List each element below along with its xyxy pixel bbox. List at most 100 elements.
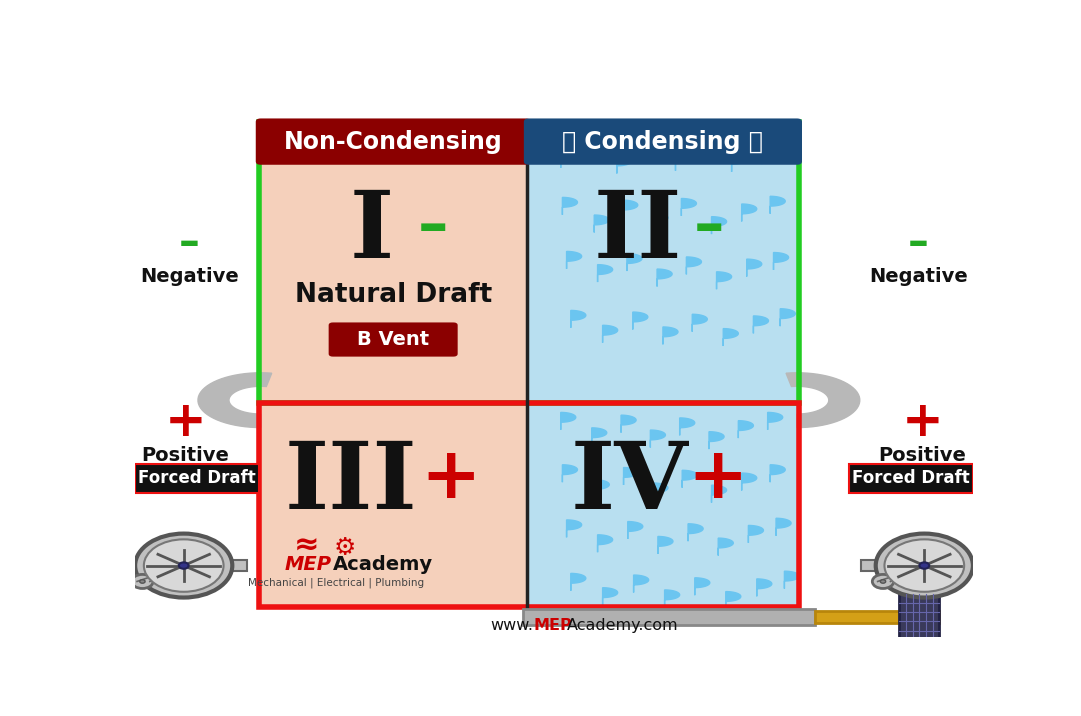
Text: Mechanical | Electrical | Plumbing: Mechanical | Electrical | Plumbing xyxy=(249,578,424,589)
Polygon shape xyxy=(703,137,718,154)
Polygon shape xyxy=(566,520,582,537)
Polygon shape xyxy=(785,571,800,589)
Polygon shape xyxy=(747,259,762,276)
Polygon shape xyxy=(561,412,576,430)
Text: Natural Draft: Natural Draft xyxy=(294,282,492,309)
Text: 💧 Condensing 💧: 💧 Condensing 💧 xyxy=(562,130,763,154)
Polygon shape xyxy=(624,468,639,485)
Bar xyxy=(259,122,528,403)
Polygon shape xyxy=(757,579,772,596)
Circle shape xyxy=(178,562,188,569)
Text: MEP: MEP xyxy=(285,555,332,574)
Polygon shape xyxy=(617,156,632,173)
Polygon shape xyxy=(725,591,740,609)
Polygon shape xyxy=(663,327,678,344)
Bar xyxy=(259,403,528,607)
Polygon shape xyxy=(680,418,695,435)
Polygon shape xyxy=(623,200,638,218)
Polygon shape xyxy=(653,483,668,500)
Polygon shape xyxy=(692,314,707,332)
Text: III: III xyxy=(285,438,417,528)
Text: –: – xyxy=(179,222,200,264)
FancyBboxPatch shape xyxy=(256,118,531,165)
Circle shape xyxy=(876,533,973,598)
Text: ≈: ≈ xyxy=(294,532,320,561)
Text: MEP: MEP xyxy=(533,618,572,633)
Circle shape xyxy=(880,580,885,584)
Text: –: – xyxy=(418,198,449,257)
Polygon shape xyxy=(768,412,783,430)
Polygon shape xyxy=(930,664,943,679)
Text: –: – xyxy=(694,198,724,257)
Polygon shape xyxy=(682,470,697,488)
Bar xyxy=(528,403,799,607)
Polygon shape xyxy=(718,538,733,556)
Polygon shape xyxy=(620,415,636,432)
Polygon shape xyxy=(762,147,777,164)
Circle shape xyxy=(132,574,154,589)
FancyBboxPatch shape xyxy=(329,322,457,357)
Polygon shape xyxy=(753,316,769,334)
Polygon shape xyxy=(780,309,796,326)
Polygon shape xyxy=(628,521,643,539)
Polygon shape xyxy=(748,526,763,543)
Polygon shape xyxy=(770,465,785,482)
Polygon shape xyxy=(602,588,617,605)
Polygon shape xyxy=(198,373,271,427)
Text: –: – xyxy=(908,222,929,264)
Polygon shape xyxy=(723,329,738,346)
Polygon shape xyxy=(711,485,726,503)
Polygon shape xyxy=(676,153,691,170)
Text: +: + xyxy=(688,444,748,513)
Polygon shape xyxy=(686,257,702,274)
Polygon shape xyxy=(562,198,577,215)
Text: ⚙: ⚙ xyxy=(333,536,356,560)
Polygon shape xyxy=(658,536,673,554)
Text: Positive: Positive xyxy=(879,446,966,465)
Text: +: + xyxy=(419,444,480,513)
Polygon shape xyxy=(681,198,696,216)
Polygon shape xyxy=(632,312,648,329)
Polygon shape xyxy=(653,213,668,231)
Text: www.: www. xyxy=(490,618,533,633)
FancyBboxPatch shape xyxy=(524,118,802,165)
Circle shape xyxy=(920,562,930,569)
Polygon shape xyxy=(598,535,613,552)
Polygon shape xyxy=(695,578,710,595)
Text: B Vent: B Vent xyxy=(357,330,429,349)
Polygon shape xyxy=(633,575,649,592)
Polygon shape xyxy=(717,272,732,289)
Polygon shape xyxy=(602,325,617,343)
Bar xyxy=(135,464,259,493)
Bar xyxy=(523,609,815,624)
Bar xyxy=(528,122,799,403)
Polygon shape xyxy=(646,140,662,157)
Polygon shape xyxy=(742,204,757,221)
Bar xyxy=(862,561,880,571)
Bar xyxy=(228,561,246,571)
Text: Negative: Negative xyxy=(141,266,239,286)
Polygon shape xyxy=(709,432,724,449)
Circle shape xyxy=(872,574,894,589)
Polygon shape xyxy=(665,590,680,607)
Polygon shape xyxy=(595,215,610,233)
Text: Forced Draft: Forced Draft xyxy=(852,470,970,488)
Polygon shape xyxy=(591,428,606,445)
Polygon shape xyxy=(786,373,859,427)
Circle shape xyxy=(135,533,232,598)
Polygon shape xyxy=(657,269,672,286)
Polygon shape xyxy=(774,253,789,270)
Polygon shape xyxy=(651,430,666,448)
Text: Forced Draft: Forced Draft xyxy=(138,470,256,488)
Polygon shape xyxy=(732,155,747,172)
Text: Negative: Negative xyxy=(869,266,967,286)
Polygon shape xyxy=(571,311,586,328)
Bar xyxy=(815,611,939,623)
Circle shape xyxy=(884,539,964,592)
Text: Non-Condensing: Non-Condensing xyxy=(284,130,503,154)
Text: I: I xyxy=(350,187,395,277)
Polygon shape xyxy=(595,480,610,497)
Bar xyxy=(849,464,973,493)
Bar xyxy=(259,403,799,607)
Polygon shape xyxy=(770,196,785,213)
